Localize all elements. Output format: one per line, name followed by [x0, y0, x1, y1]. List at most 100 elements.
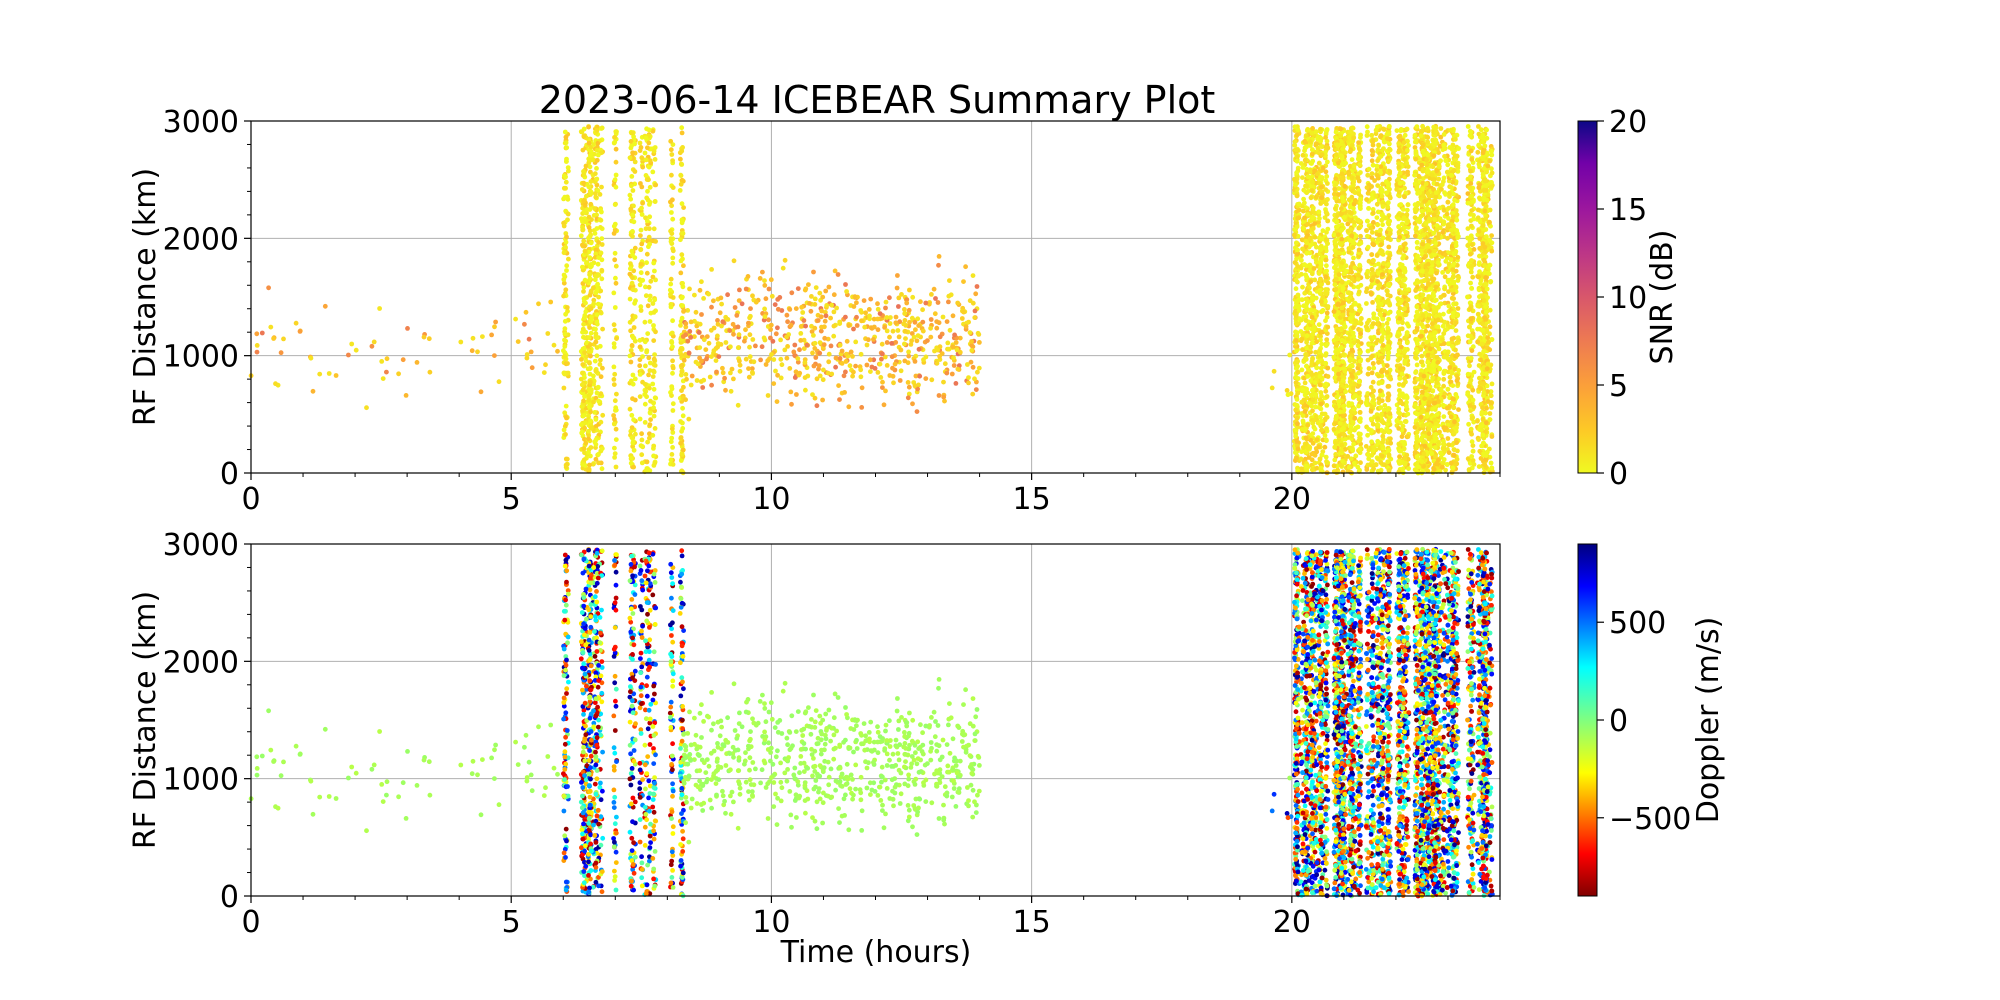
data-point [643, 468, 649, 473]
data-point [833, 355, 839, 361]
data-point [955, 366, 961, 372]
data-point [628, 196, 634, 202]
data-point [1477, 236, 1483, 241]
data-point [611, 341, 617, 346]
data-point [586, 184, 592, 190]
data-point [1364, 467, 1370, 472]
data-point [669, 210, 674, 215]
data-point [854, 314, 859, 320]
data-point [646, 127, 652, 133]
data-point [628, 266, 633, 272]
data-point [920, 328, 926, 334]
data-point [480, 334, 485, 339]
data-point [268, 324, 274, 330]
data-point [1285, 392, 1291, 398]
data-point [630, 444, 636, 449]
data-point [670, 318, 675, 324]
data-point [648, 417, 653, 422]
data-point [694, 378, 700, 383]
data-point [628, 261, 633, 266]
data-point [821, 342, 827, 348]
data-point [379, 359, 385, 364]
data-point [587, 276, 593, 282]
data-point [822, 335, 828, 341]
data-point [685, 338, 691, 344]
data-point [788, 322, 794, 328]
data-point [1269, 385, 1275, 391]
data-point [628, 145, 634, 151]
data-point [647, 319, 653, 324]
data-point [652, 426, 658, 431]
data-point [709, 382, 714, 388]
data-point [951, 355, 956, 361]
data-point [810, 350, 815, 356]
data-point [679, 220, 685, 226]
data-point [678, 323, 683, 328]
data-point [627, 319, 633, 325]
data-point [599, 466, 605, 472]
data-point [561, 427, 567, 433]
data-point [1476, 363, 1482, 368]
data-point [789, 290, 795, 296]
data-point [562, 194, 568, 200]
data-point [595, 281, 600, 287]
data-point [651, 443, 657, 449]
data-point [898, 368, 904, 374]
data-point [812, 325, 818, 331]
data-point [492, 324, 497, 330]
data-point [1478, 278, 1484, 283]
data-point [646, 234, 652, 240]
data-point [612, 135, 617, 140]
data-point [887, 295, 892, 301]
data-point [561, 272, 567, 278]
data-point [955, 300, 961, 306]
data-point [972, 315, 978, 320]
data-point [817, 290, 823, 296]
data-point [917, 373, 923, 379]
data-point [579, 382, 585, 388]
data-point [868, 369, 873, 374]
data-point [784, 334, 789, 340]
data-point [593, 339, 599, 345]
data-point [866, 337, 871, 343]
data-point [723, 340, 729, 345]
data-point [564, 263, 570, 269]
data-point [598, 357, 603, 363]
data-point [963, 324, 969, 329]
data-point [637, 394, 643, 399]
data-point [1370, 300, 1375, 305]
data-point [581, 284, 587, 290]
data-point [596, 294, 601, 300]
data-point [489, 332, 494, 338]
data-point [743, 356, 749, 362]
data-point [582, 436, 587, 442]
data-point [1477, 351, 1483, 357]
data-point [906, 307, 912, 313]
data-point [644, 260, 649, 266]
data-point [271, 336, 276, 341]
data-point [593, 437, 599, 443]
data-point [645, 145, 650, 151]
data-point [646, 284, 652, 290]
data-point [670, 370, 675, 376]
data-point [536, 301, 541, 307]
data-point [582, 209, 587, 215]
data-point [396, 371, 401, 377]
data-point [586, 225, 592, 230]
data-point [864, 342, 870, 348]
data-point [794, 392, 799, 397]
data-point [976, 365, 982, 371]
data-point [947, 327, 953, 333]
data-point [735, 345, 741, 351]
data-point [580, 413, 586, 419]
data-point [642, 319, 648, 325]
data-point [600, 365, 605, 371]
data-point [369, 343, 375, 349]
data-point [760, 269, 765, 275]
data-point [364, 405, 369, 411]
data-point [768, 277, 774, 283]
data-point [650, 374, 656, 379]
data-point [774, 399, 780, 404]
data-point [946, 346, 952, 352]
data-point [278, 350, 284, 356]
